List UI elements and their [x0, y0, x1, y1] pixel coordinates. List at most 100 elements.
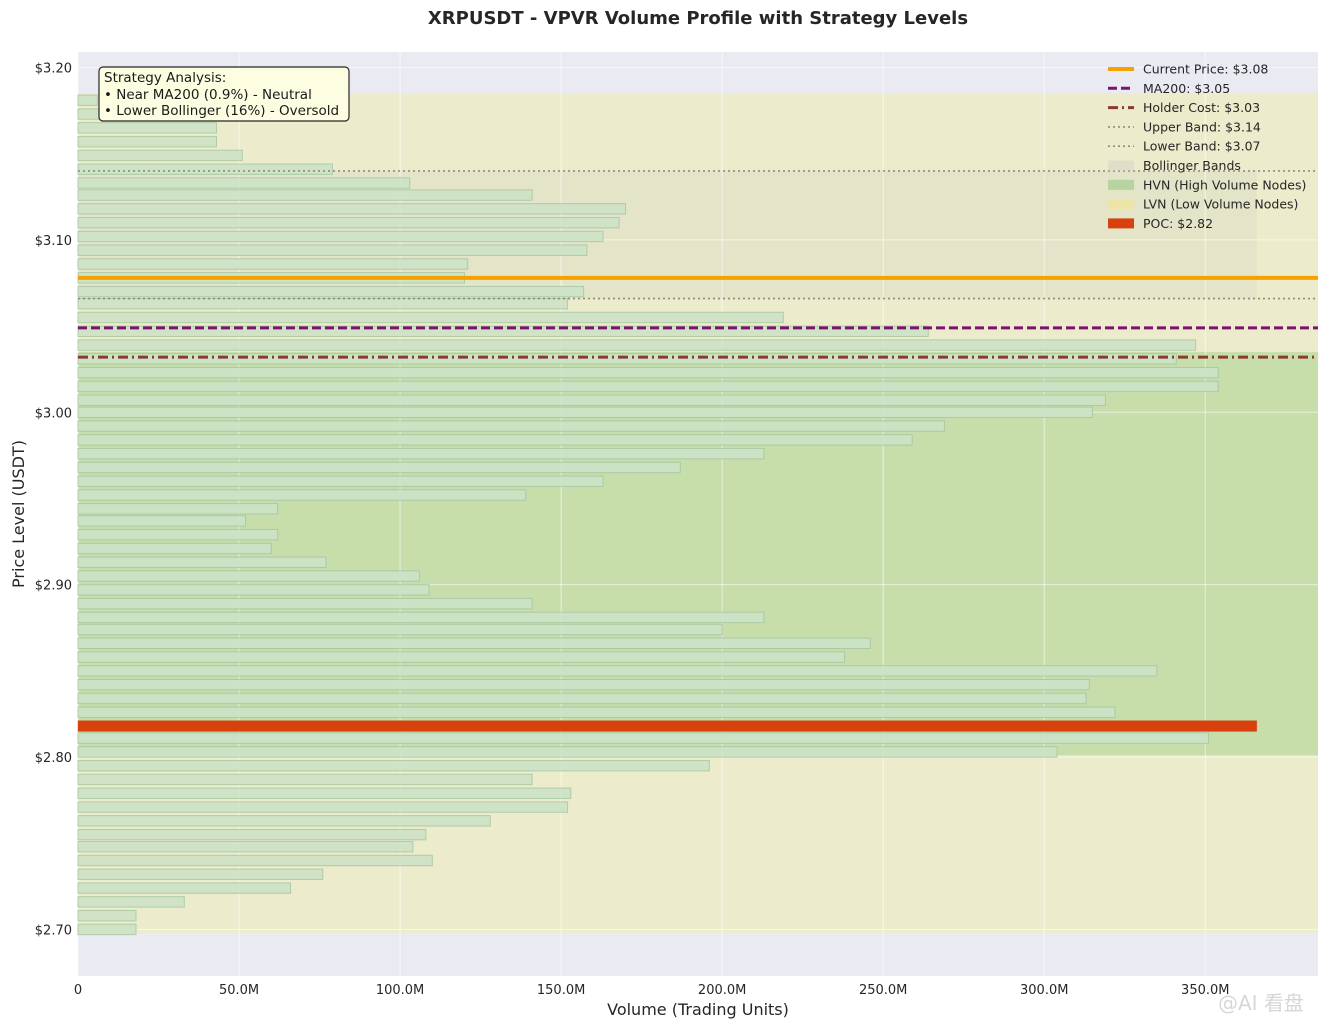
volume-bar — [77, 787, 572, 799]
volume-bar — [77, 353, 1177, 365]
x-tick-label: 100.0M — [376, 983, 424, 998]
volume-bar — [77, 854, 433, 867]
volume-bar — [77, 692, 1087, 705]
y-tick-label: $2.90 — [35, 579, 72, 594]
volume-bar — [77, 189, 533, 201]
y-tick-label: $3.10 — [35, 234, 72, 249]
volume-bar — [77, 366, 1219, 379]
volume-bar — [77, 759, 710, 772]
annotation-background — [98, 66, 350, 122]
volume-bar — [77, 420, 945, 432]
volume-bar — [77, 611, 765, 624]
y-tick-label: $3.20 — [35, 62, 72, 77]
x-tick-label: 200.0M — [698, 983, 746, 998]
volume-bar — [77, 773, 533, 786]
volume-bar — [77, 447, 765, 460]
volume-bar — [77, 597, 533, 610]
volume-bar — [77, 815, 491, 827]
volume-bar — [77, 380, 1219, 393]
volume-bar — [77, 801, 569, 813]
chart-title: XRPUSDT - VPVR Volume Profile with Strat… — [428, 8, 968, 29]
volume-bar — [77, 461, 681, 474]
volume-bar — [77, 149, 243, 162]
volume-bar — [77, 475, 604, 487]
x-tick-label: 50.0M — [219, 983, 259, 998]
volume-bar — [77, 623, 723, 636]
volume-bar — [77, 325, 929, 337]
volume-bar — [77, 434, 913, 446]
volume-bar — [77, 882, 292, 894]
volume-bar — [77, 868, 324, 880]
volume-bar — [77, 406, 1094, 418]
volume-bar — [77, 556, 327, 568]
volume-bar — [77, 665, 1158, 677]
volume-bar — [77, 570, 420, 582]
legend-swatch-bollinger — [1108, 160, 1134, 171]
volume-bar — [77, 489, 527, 501]
volume-bar — [77, 203, 627, 215]
legend-label: Bollinger Bands — [1143, 158, 1241, 173]
volume-bar — [77, 584, 430, 596]
volume-bar — [77, 230, 604, 243]
legend-label: Holder Cost: $3.03 — [1143, 100, 1260, 115]
legend-swatch-hvn — [1108, 179, 1134, 190]
y-tick-label: $3.00 — [35, 406, 72, 421]
annotation-line-bollinger: • Lower Bollinger (16%) - Oversold — [104, 103, 339, 119]
volume-bar — [77, 896, 185, 908]
strategy-analysis-box: Strategy Analysis: • Near MA200 (0.9%) -… — [98, 66, 350, 122]
volume-bar — [77, 651, 846, 663]
volume-bar — [77, 746, 1058, 758]
x-tick-label: 300.0M — [1020, 983, 1068, 998]
volume-bar — [77, 394, 1106, 406]
x-tick-label: 150.0M — [537, 983, 585, 998]
poc-bar — [78, 720, 1257, 732]
volume-bar — [77, 177, 411, 189]
volume-bar — [77, 503, 279, 515]
volume-bar — [77, 135, 217, 148]
x-tick-label: 0 — [74, 983, 82, 998]
volume-bar — [77, 637, 871, 649]
volume-bar — [77, 297, 569, 310]
legend-swatch-poc — [1108, 218, 1134, 229]
volume-bar — [77, 923, 137, 936]
volume-bar — [77, 515, 246, 527]
volume-bar — [77, 678, 1090, 691]
volume-bar — [77, 909, 137, 922]
volume-bar — [77, 706, 1116, 718]
legend-label: Current Price: $3.08 — [1143, 62, 1268, 77]
volume-bar — [77, 339, 1197, 351]
volume-bar — [77, 216, 620, 229]
y-axis-label: Price Level (USDT) — [9, 440, 28, 588]
volume-bar — [77, 285, 585, 298]
volume-bars — [77, 94, 1258, 936]
axes: 0 50.0M 100.0M 150.0M 200.0M 250.0M 300.0M 350.… — [35, 62, 1230, 998]
volume-bar — [77, 311, 784, 324]
legend-swatch-lvn — [1108, 199, 1134, 210]
annotation-title: Strategy Analysis: — [104, 70, 226, 86]
y-tick-label: $2.80 — [35, 751, 72, 766]
legend-label: Lower Band: $3.07 — [1143, 139, 1260, 154]
annotation-line-ma200: • Near MA200 (0.9%) - Neutral — [104, 87, 312, 103]
volume-bar — [77, 258, 469, 270]
legend-label: Upper Band: $3.14 — [1143, 119, 1261, 134]
x-tick-label: 350.0M — [1181, 983, 1229, 998]
volume-bar — [77, 122, 217, 134]
volume-bar — [77, 841, 414, 853]
y-tick-label: $2.70 — [35, 923, 72, 938]
legend-label: POC: $2.82 — [1143, 216, 1213, 231]
volume-bar — [77, 244, 588, 256]
x-axis-label: Volume (Trading Units) — [607, 1000, 789, 1019]
legend-label: LVN (Low Volume Nodes) — [1143, 197, 1298, 212]
volume-bar — [77, 542, 272, 555]
volume-bar — [77, 163, 333, 175]
watermark: @AI 看盘 — [1218, 991, 1304, 1015]
strategy-levels — [78, 170, 1318, 359]
x-tick-label: 250.0M — [859, 983, 907, 998]
volume-bar — [77, 528, 279, 541]
legend: Current Price: $3.08 MA200: $3.05 Holder C… — [1108, 62, 1306, 231]
volume-bar — [77, 828, 427, 841]
legend-label: MA200: $3.05 — [1143, 81, 1230, 96]
volume-bar — [77, 94, 98, 106]
